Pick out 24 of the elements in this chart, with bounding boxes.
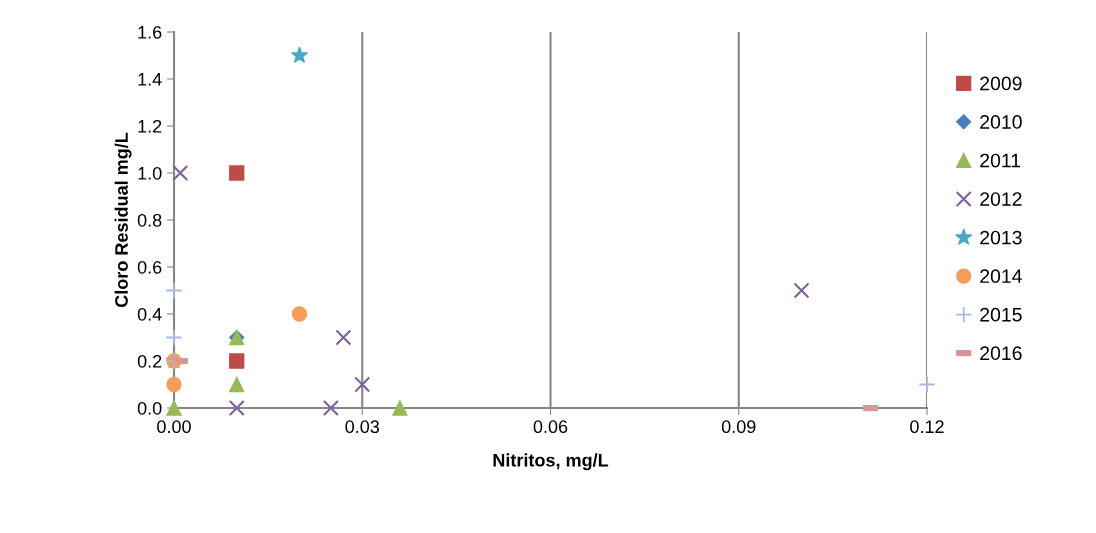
- x-tick-label: 0.00: [157, 420, 191, 434]
- y-axis-title: Cloro Residual mg/L: [114, 132, 132, 308]
- legend-label: 2012: [980, 192, 1022, 206]
- y-tick-label: 0.0: [137, 401, 162, 415]
- legend-label: 2014: [980, 269, 1022, 284]
- y-tick-label: 1.2: [138, 119, 162, 133]
- x-tick-label: 0.12: [910, 420, 944, 434]
- legend-label: 2011: [980, 153, 1021, 168]
- legend-label: 2016: [980, 346, 1022, 361]
- y-tick-label: 1.4: [138, 73, 162, 86]
- legend-label: 2013: [980, 230, 1022, 245]
- y-tick-label: 0.4: [137, 307, 162, 321]
- x-tick-label: 0.06: [533, 420, 568, 434]
- x-axis-title: Nitritos, mg/L: [493, 453, 609, 471]
- legend-label: 2009: [980, 76, 1022, 91]
- x-tick-label: 0.09: [721, 420, 756, 434]
- y-tick-label: 0.2: [137, 354, 162, 368]
- legend-label: 2015: [980, 307, 1022, 322]
- y-tick-label: 0.6: [137, 260, 162, 274]
- legend-label: 2010: [980, 115, 1022, 129]
- y-tick-label: 0.8: [137, 213, 162, 227]
- x-tick-label: 0.03: [345, 420, 380, 434]
- y-tick-label: 1.6: [138, 25, 162, 39]
- y-tick-label: 1.0: [138, 166, 162, 180]
